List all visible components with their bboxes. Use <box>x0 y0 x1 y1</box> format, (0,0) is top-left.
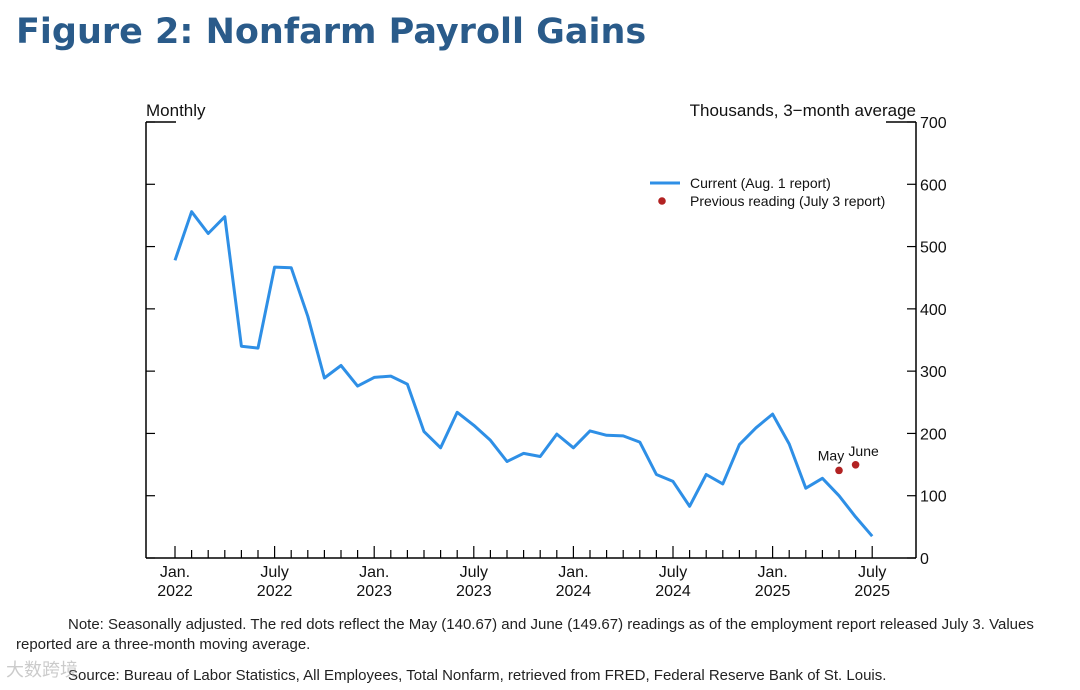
y-tick-label: 700 <box>920 115 947 132</box>
y-tick-label: 100 <box>920 489 947 506</box>
x-tick-label-year: 2024 <box>655 583 691 600</box>
x-tick-label-year: 2023 <box>456 583 492 600</box>
figure-title: Figure 2: Nonfarm Payroll Gains <box>16 12 647 52</box>
x-tick-label-year: 2025 <box>755 583 791 600</box>
legend-label-previous: Previous reading (July 3 report) <box>690 193 885 209</box>
previous-reading-label: May <box>818 447 844 463</box>
x-tick-label: July <box>260 564 288 581</box>
y-tick-label: 400 <box>920 302 947 319</box>
right-axis-title: Thousands, 3−month average <box>690 101 916 120</box>
series-line-current <box>173 210 874 538</box>
x-tick-label-year: 2022 <box>157 583 193 600</box>
legend-label-current: Current (Aug. 1 report) <box>690 175 831 191</box>
x-tick-label-year: 2023 <box>356 583 392 600</box>
x-tick-label: Jan. <box>757 564 787 581</box>
y-tick-label: 500 <box>920 240 947 257</box>
chart-series <box>173 210 874 538</box>
chart-labels: 0 100 200 300 400 500 600 700 Jan. 2022 July 2022 Ja… <box>146 101 947 600</box>
x-tick-label-year: 2025 <box>854 583 890 600</box>
x-tick-label: July <box>858 564 886 581</box>
chart-previous-dots: May June <box>818 443 879 475</box>
x-tick-label: July <box>659 564 687 581</box>
chart-legend: Current (Aug. 1 report) Previous reading … <box>650 175 885 209</box>
y-tick-label: 600 <box>920 177 947 194</box>
x-tick-label: Jan. <box>558 564 588 581</box>
previous-reading-dot <box>835 466 843 475</box>
previous-reading-dot <box>851 460 860 469</box>
x-tick-label: Jan. <box>359 564 389 581</box>
left-axis-title: Monthly <box>146 101 206 120</box>
x-tick-label: July <box>460 564 488 581</box>
y-tick-label: 300 <box>920 364 947 381</box>
previous-reading-label: June <box>848 443 879 459</box>
x-tick-label-year: 2024 <box>556 583 592 600</box>
payroll-chart: 0 100 200 300 400 500 600 700 Jan. 2022 July 2022 Ja… <box>145 101 947 600</box>
y-tick-label: 0 <box>920 551 929 568</box>
chart-ticks <box>146 121 916 559</box>
chart-note: Note: Seasonally adjusted. The red dots … <box>16 616 1034 653</box>
chart-source: Source: Bureau of Labor Statistics, All … <box>68 667 887 684</box>
x-tick-label: Jan. <box>160 564 190 581</box>
x-tick-label-year: 2022 <box>257 583 293 600</box>
legend-dot-swatch <box>658 197 666 205</box>
y-tick-label: 200 <box>920 426 947 443</box>
